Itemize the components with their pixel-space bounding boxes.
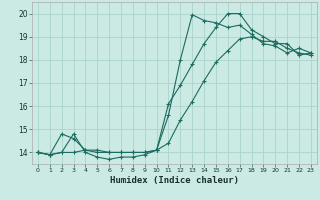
X-axis label: Humidex (Indice chaleur): Humidex (Indice chaleur)	[110, 176, 239, 185]
